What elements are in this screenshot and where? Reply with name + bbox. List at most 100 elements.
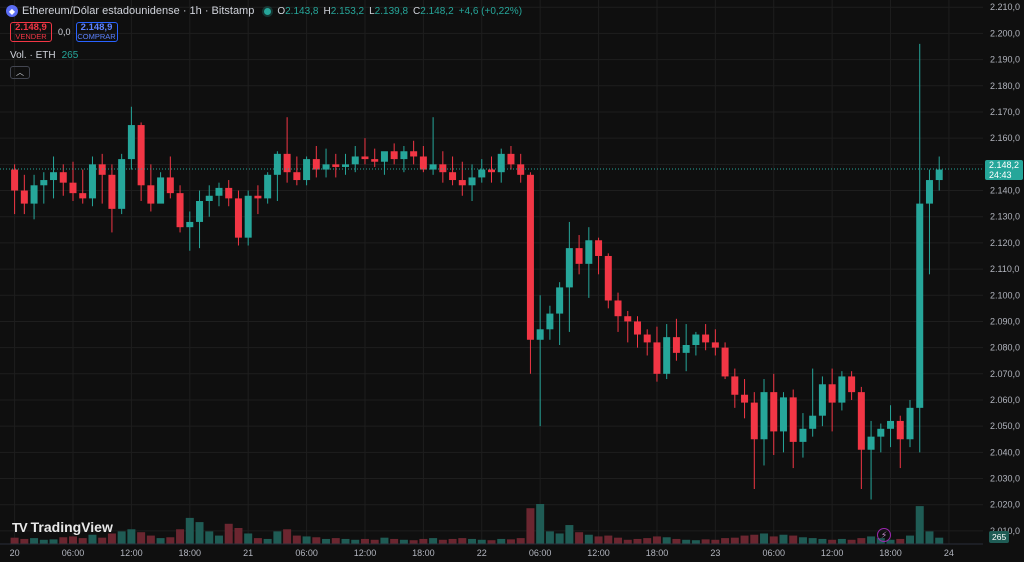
candle-body [633, 321, 641, 335]
volume-bar [59, 537, 68, 544]
candle-body [273, 153, 281, 175]
volume-bar [20, 538, 29, 544]
candle-body [69, 182, 77, 194]
candle-body [604, 255, 612, 301]
volume-bar [750, 534, 759, 544]
candle-body [40, 180, 48, 186]
candle-body [614, 300, 622, 317]
buy-button[interactable]: 2.148,9 COMPRAR [75, 22, 118, 42]
volume-legend-label: Vol. · ETH [10, 50, 56, 61]
candle-body [731, 376, 739, 395]
volume-bar [584, 534, 593, 544]
tradingview-logo-text: TradingView [30, 519, 113, 535]
price-axis[interactable]: 2.210,0 2.200,0 2.190,0 2.180,0 2.170,0 2.160… [985, 2, 1023, 543]
volume-bar [594, 536, 603, 544]
volume-legend[interactable]: Vol. · ETH 265 [10, 50, 78, 61]
sell-label: VENDER [15, 32, 47, 41]
candle-body [838, 376, 846, 403]
volume-bar [828, 539, 837, 544]
candle-body [390, 151, 398, 160]
volume-bar [351, 539, 360, 544]
volume-bar [497, 538, 506, 544]
time-tick-label: 21 [243, 548, 253, 558]
time-tick-label: 18:00 [412, 548, 435, 558]
volume-bar [487, 540, 496, 544]
candle-body [30, 185, 38, 204]
candle-body [88, 164, 96, 199]
volume-bar [682, 539, 691, 544]
trade-buttons: 2.148,9 VENDER 0,0 2.148,9 COMPRAR [10, 22, 118, 42]
candle-body [595, 240, 603, 256]
symbol-title[interactable]: Ethereum/Dólar estadounidense · 1h · Bit… [22, 5, 255, 17]
price-tick-label: 2.040,0 [990, 447, 1020, 457]
candle-body [429, 164, 437, 170]
time-tick-label: 12:00 [821, 548, 844, 558]
volume-bar [711, 539, 720, 544]
volume-bar [565, 525, 574, 544]
volume-bar [506, 539, 515, 544]
volume-bar [312, 537, 321, 544]
candle-body [507, 153, 515, 165]
tradingview-logo[interactable]: TV TradingView [12, 519, 113, 535]
volume-bar [137, 532, 146, 544]
collapse-legend-button[interactable]: ︿ [10, 66, 30, 79]
time-tick-label: 20 [10, 548, 20, 558]
candle-body [283, 153, 291, 173]
price-tick-label: 2.210,0 [990, 2, 1020, 12]
candle-body [50, 172, 58, 181]
volume-bar [468, 538, 477, 544]
candle-body [916, 203, 924, 408]
volume-bar [224, 523, 233, 544]
volume-bar [643, 538, 652, 544]
candle-body [536, 329, 544, 340]
price-tick-label: 2.110,0 [990, 264, 1019, 274]
price-tick-label: 2.080,0 [990, 343, 1020, 353]
candle-body [789, 397, 797, 442]
volume-bar [789, 535, 798, 544]
volume-bar [390, 538, 399, 544]
sell-button[interactable]: 2.148,9 VENDER [10, 22, 52, 42]
candle-body [342, 164, 350, 167]
candle-body [478, 169, 486, 178]
volume-bar [39, 539, 48, 544]
candle-body [770, 392, 778, 432]
candle-body [809, 415, 817, 429]
volume-bar [380, 537, 389, 544]
time-tick-label: 18:00 [879, 548, 902, 558]
candle-body [526, 174, 534, 340]
sell-price: 2.148,9 [15, 22, 47, 33]
volume-bar [652, 536, 661, 544]
candle-body [186, 221, 194, 228]
candle-body [244, 195, 252, 238]
time-tick-label: 24 [944, 548, 954, 558]
candle-body [760, 392, 768, 440]
volume-bar [915, 506, 924, 544]
volume-bar [798, 537, 807, 544]
grid [0, 0, 983, 544]
candle-body [818, 384, 826, 416]
candle-body [750, 402, 758, 440]
flash-icon[interactable]: ⚡ [877, 528, 891, 542]
volume-bar [88, 534, 97, 544]
price-tick-label: 2.010,0 [990, 526, 1020, 536]
time-axis[interactable]: 20 06:00 12:00 18:00 21 06:00 12:00 18:00 22 06:0… [0, 543, 983, 558]
candle-body [108, 174, 116, 209]
candle-body [497, 153, 505, 173]
candle-body [721, 347, 729, 377]
volume-bar [448, 538, 457, 544]
candle-body [20, 190, 28, 204]
spread-value: 0,0 [58, 27, 71, 37]
candle-body [11, 169, 19, 191]
volume-bar [399, 539, 408, 544]
last-price-tag [985, 160, 1023, 181]
price-tick-label: 2.140,0 [990, 186, 1020, 196]
volume-bar [477, 539, 486, 544]
candle-body [166, 177, 174, 194]
price-tick-label: 2.030,0 [990, 474, 1020, 484]
volume-bars [10, 504, 944, 544]
volume-bar [98, 537, 107, 544]
volume-bar [623, 539, 632, 544]
chart-legend-header: ◆ Ethereum/Dólar estadounidense · 1h · B… [6, 4, 522, 18]
tradingview-logo-icon: TV [12, 519, 28, 535]
